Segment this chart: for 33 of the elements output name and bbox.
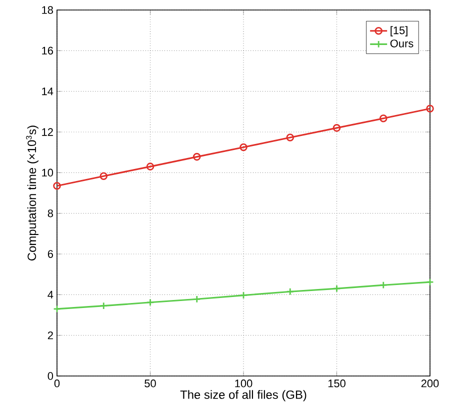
point	[332, 284, 341, 292]
x-tick-label: 150	[328, 380, 346, 388]
y-tick-label: 8	[48, 209, 53, 218]
point	[240, 143, 248, 152]
x-axis-title: The size of all files (GB)	[180, 390, 306, 402]
legend-label: Ours	[390, 40, 414, 48]
y-tick-label: 16	[42, 46, 53, 55]
y-tick-label: 2	[48, 332, 53, 340]
y-tick-label: 10	[42, 168, 54, 177]
x-tick-label: 0	[54, 380, 60, 388]
point	[332, 124, 341, 132]
point	[286, 288, 294, 296]
y-tick-label: 14	[42, 88, 54, 96]
y-tick-label: 0	[48, 372, 54, 380]
legend-label: [15]	[390, 26, 408, 36]
point	[146, 162, 154, 170]
y-tick-label: 12	[42, 128, 53, 136]
y-tick-label: 6	[48, 250, 53, 258]
point	[192, 295, 201, 304]
point	[192, 152, 201, 161]
x-tick-label: 200	[421, 380, 439, 388]
x-tick-label: 50	[144, 380, 156, 388]
point	[146, 298, 154, 306]
x-tick-label: 100	[235, 380, 252, 388]
y-axis-title: Computation time (×10$^{3}$s)	[26, 126, 38, 260]
y-tick-label: 4	[48, 290, 54, 298]
point	[100, 302, 108, 310]
point	[100, 172, 108, 180]
point	[286, 134, 294, 142]
point	[379, 114, 388, 122]
y-tick-label: 18	[42, 6, 53, 14]
point	[379, 281, 388, 289]
point	[240, 291, 248, 300]
